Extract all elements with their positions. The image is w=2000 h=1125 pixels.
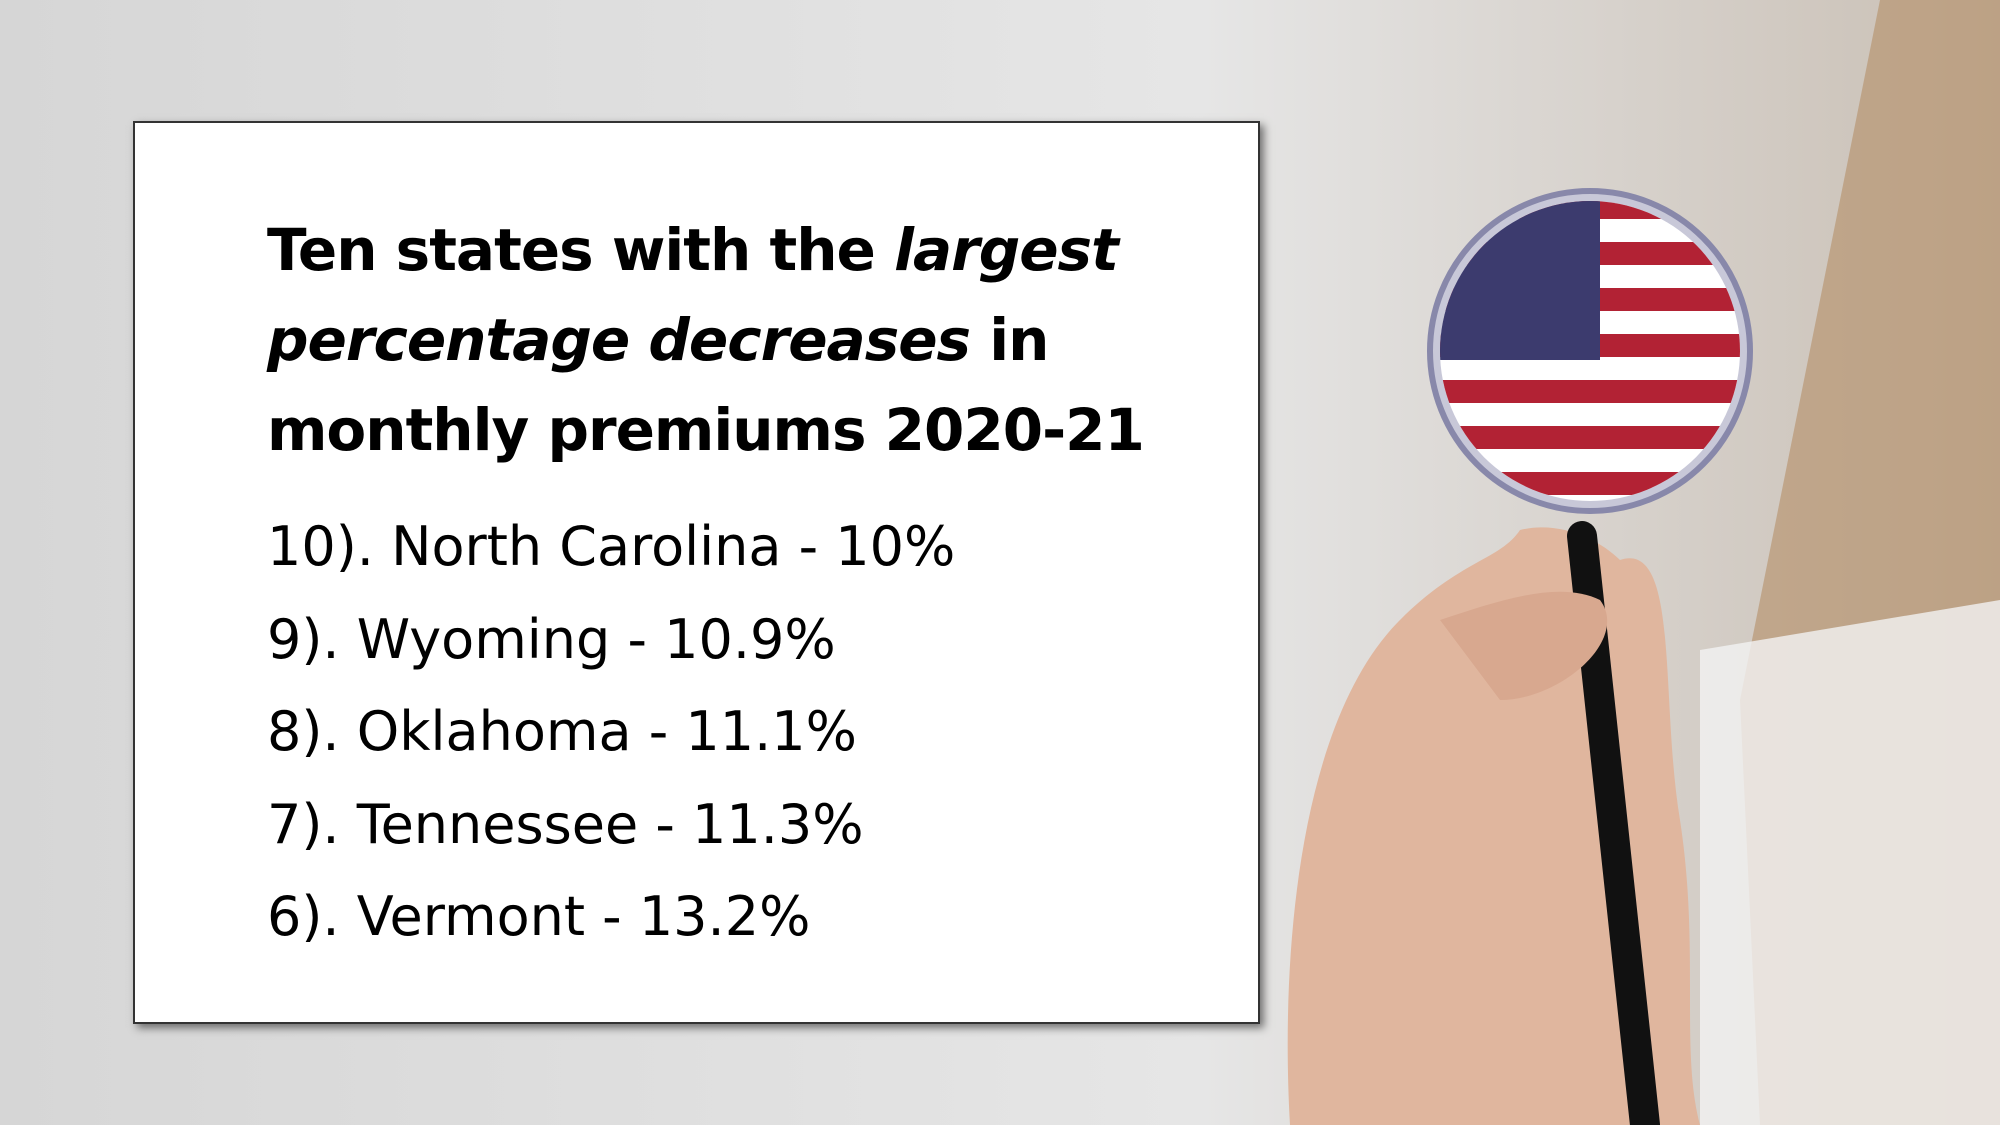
title-text: in (989, 306, 1049, 374)
state-list: 10). North Carolina - 10% 9). Wyoming - 1… (267, 501, 955, 964)
title-emphasis: largest (894, 216, 1119, 284)
list-item: 10). North Carolina - 10% (267, 515, 956, 578)
text-card: Ten states with the largest percentage de… (133, 121, 1260, 1024)
list-item: 7). Tennessee - 11.3% (267, 792, 864, 856)
title-text: monthly premiums 2020-21 (267, 396, 1145, 464)
list-item: 8). Oklahoma - 11.1% (267, 700, 857, 763)
list-item: 9). Wyoming - 10.9% (267, 607, 836, 671)
title-text: Ten states with the (267, 216, 876, 284)
list-item: 6). Vermont - 13.2% (267, 885, 811, 948)
title: Ten states with the largest percentage de… (267, 205, 1247, 475)
title-emphasis: percentage decreases (267, 306, 971, 374)
